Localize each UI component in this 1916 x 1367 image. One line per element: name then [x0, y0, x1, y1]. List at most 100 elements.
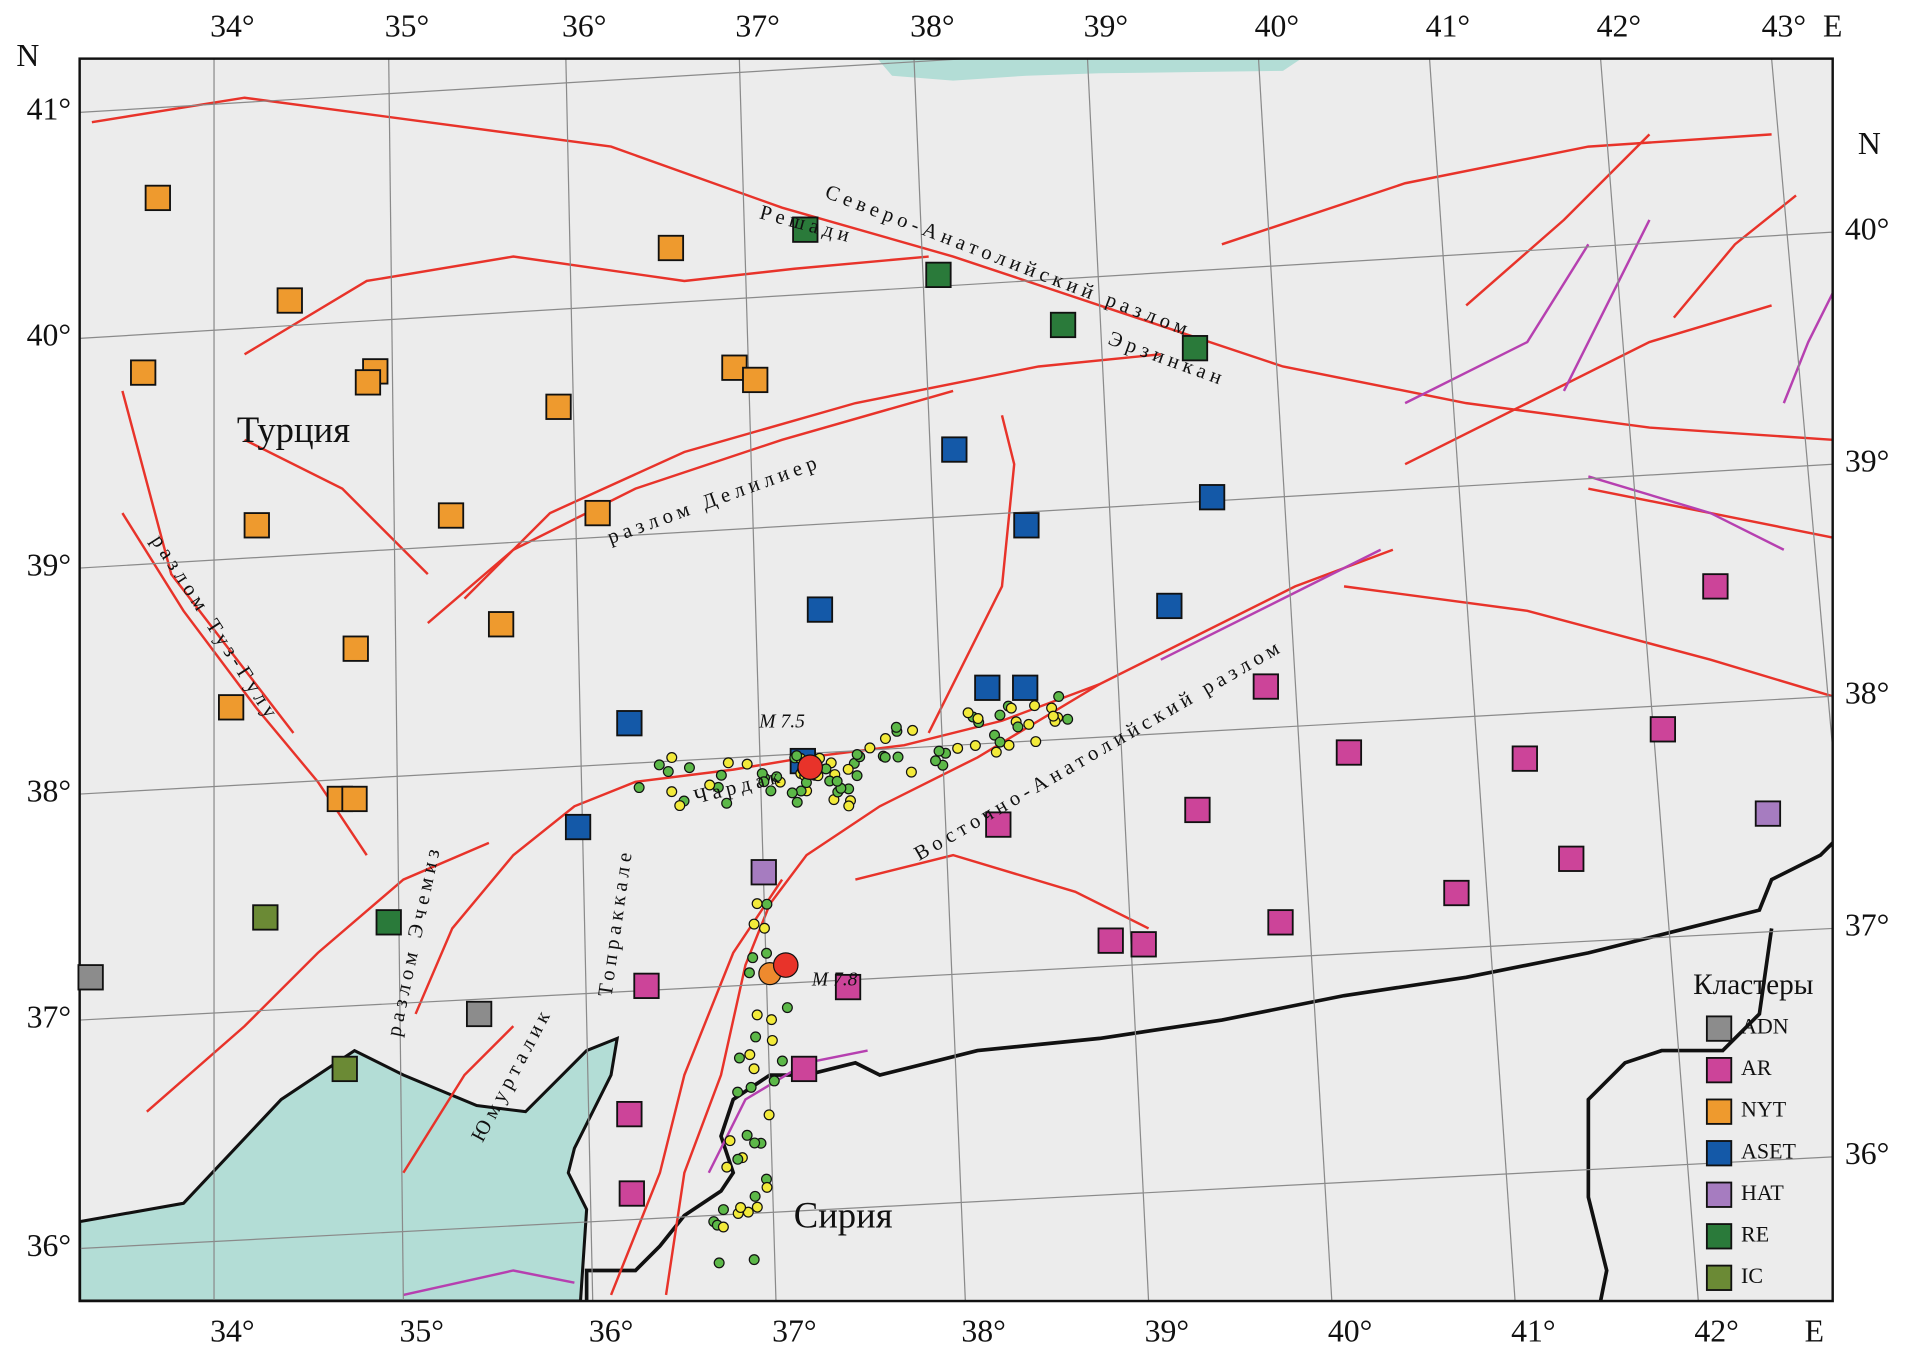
station [1267, 909, 1294, 936]
legend-title: Кластеры [1693, 969, 1813, 1001]
legend-label: NYT [1741, 1097, 1787, 1122]
aftershock [864, 742, 876, 754]
station [616, 710, 643, 737]
left-label: N [16, 38, 39, 73]
aftershock [721, 797, 733, 809]
basemap [79, 58, 1833, 1302]
aftershock [741, 1129, 753, 1141]
meridian [565, 58, 594, 1302]
top-label: 42° [1597, 9, 1641, 44]
graticule [79, 58, 1833, 1302]
parallel [79, 231, 1833, 340]
aftershock [786, 787, 798, 799]
aftershock [994, 709, 1006, 721]
station [633, 972, 660, 999]
left-label: 37° [27, 999, 71, 1034]
right-label: 38° [1845, 676, 1889, 711]
aftershock [1029, 700, 1041, 712]
aftershock [776, 1055, 788, 1067]
bottom-label: 34° [210, 1313, 254, 1348]
aftershock [1062, 713, 1074, 725]
aftershock [674, 800, 686, 812]
station [375, 909, 402, 936]
aftershock [1003, 739, 1015, 751]
station [545, 393, 572, 420]
parallel [79, 463, 1833, 569]
meridian [1086, 58, 1150, 1302]
border [584, 841, 1833, 1302]
aftershock [704, 779, 716, 791]
top-label: 40° [1255, 9, 1299, 44]
aftershock [851, 748, 863, 760]
place-label: Сирия [794, 1195, 893, 1236]
legend-label: ADN [1741, 1014, 1789, 1039]
place-label: M 7.8 [811, 969, 858, 990]
station [1754, 800, 1782, 827]
aftershock [990, 746, 1002, 758]
station [1184, 796, 1211, 824]
aftershock [890, 721, 902, 733]
top-label: 36° [562, 9, 606, 44]
aftershock [751, 1009, 763, 1021]
station [252, 904, 279, 931]
aftershock [962, 707, 974, 719]
station [1130, 931, 1157, 958]
legend-label: ASET [1741, 1138, 1797, 1163]
border [1586, 928, 1774, 1302]
right-label: 36° [1845, 1136, 1889, 1171]
right-label: 37° [1845, 908, 1889, 943]
aftershock [766, 1034, 778, 1046]
station [792, 216, 819, 243]
station [341, 785, 368, 813]
bottom-label: 42° [1694, 1313, 1738, 1348]
aftershock [758, 776, 770, 788]
aftershock [761, 947, 773, 959]
station [1558, 845, 1585, 872]
bottom-label: 40° [1328, 1313, 1372, 1348]
top-label: E [1823, 9, 1842, 44]
aftershock [717, 1221, 729, 1233]
aftershock [750, 1031, 762, 1043]
left-label: 40° [27, 318, 71, 353]
aftershock [768, 1075, 780, 1087]
aftershock [713, 1257, 725, 1269]
left-label: 39° [27, 547, 71, 582]
aftershock [724, 1135, 736, 1147]
station [144, 184, 171, 212]
station [564, 813, 592, 841]
station [584, 499, 611, 527]
station [974, 674, 1001, 701]
station [1702, 573, 1729, 600]
station [342, 635, 369, 662]
aftershock [745, 1081, 757, 1093]
station [1049, 311, 1077, 339]
parallel [79, 1156, 1833, 1250]
station [1443, 879, 1470, 907]
station [1335, 739, 1363, 766]
aftershock [732, 1086, 744, 1098]
aftershock [666, 752, 678, 764]
aftershock [994, 736, 1006, 748]
legend-swatch [1705, 1098, 1733, 1125]
aftershock [781, 1002, 793, 1014]
top-label: 35° [385, 9, 429, 44]
aftershock [633, 782, 645, 794]
legend-swatch [1705, 1264, 1733, 1291]
aftershock [763, 1109, 775, 1121]
station [941, 436, 968, 463]
aftershock [749, 1137, 761, 1149]
legend-label: RE [1741, 1221, 1769, 1246]
aftershock [1012, 721, 1024, 733]
aftershock [972, 713, 984, 725]
station [657, 234, 685, 262]
aftershock [748, 918, 760, 930]
legend-swatch [1705, 1057, 1733, 1084]
aftershock [744, 1049, 756, 1061]
station [276, 287, 303, 314]
top-label: 37° [735, 9, 779, 44]
top-label: 39° [1084, 9, 1128, 44]
station [354, 369, 382, 396]
station [1156, 592, 1183, 620]
top-label: 38° [910, 9, 954, 44]
station [331, 1055, 358, 1083]
